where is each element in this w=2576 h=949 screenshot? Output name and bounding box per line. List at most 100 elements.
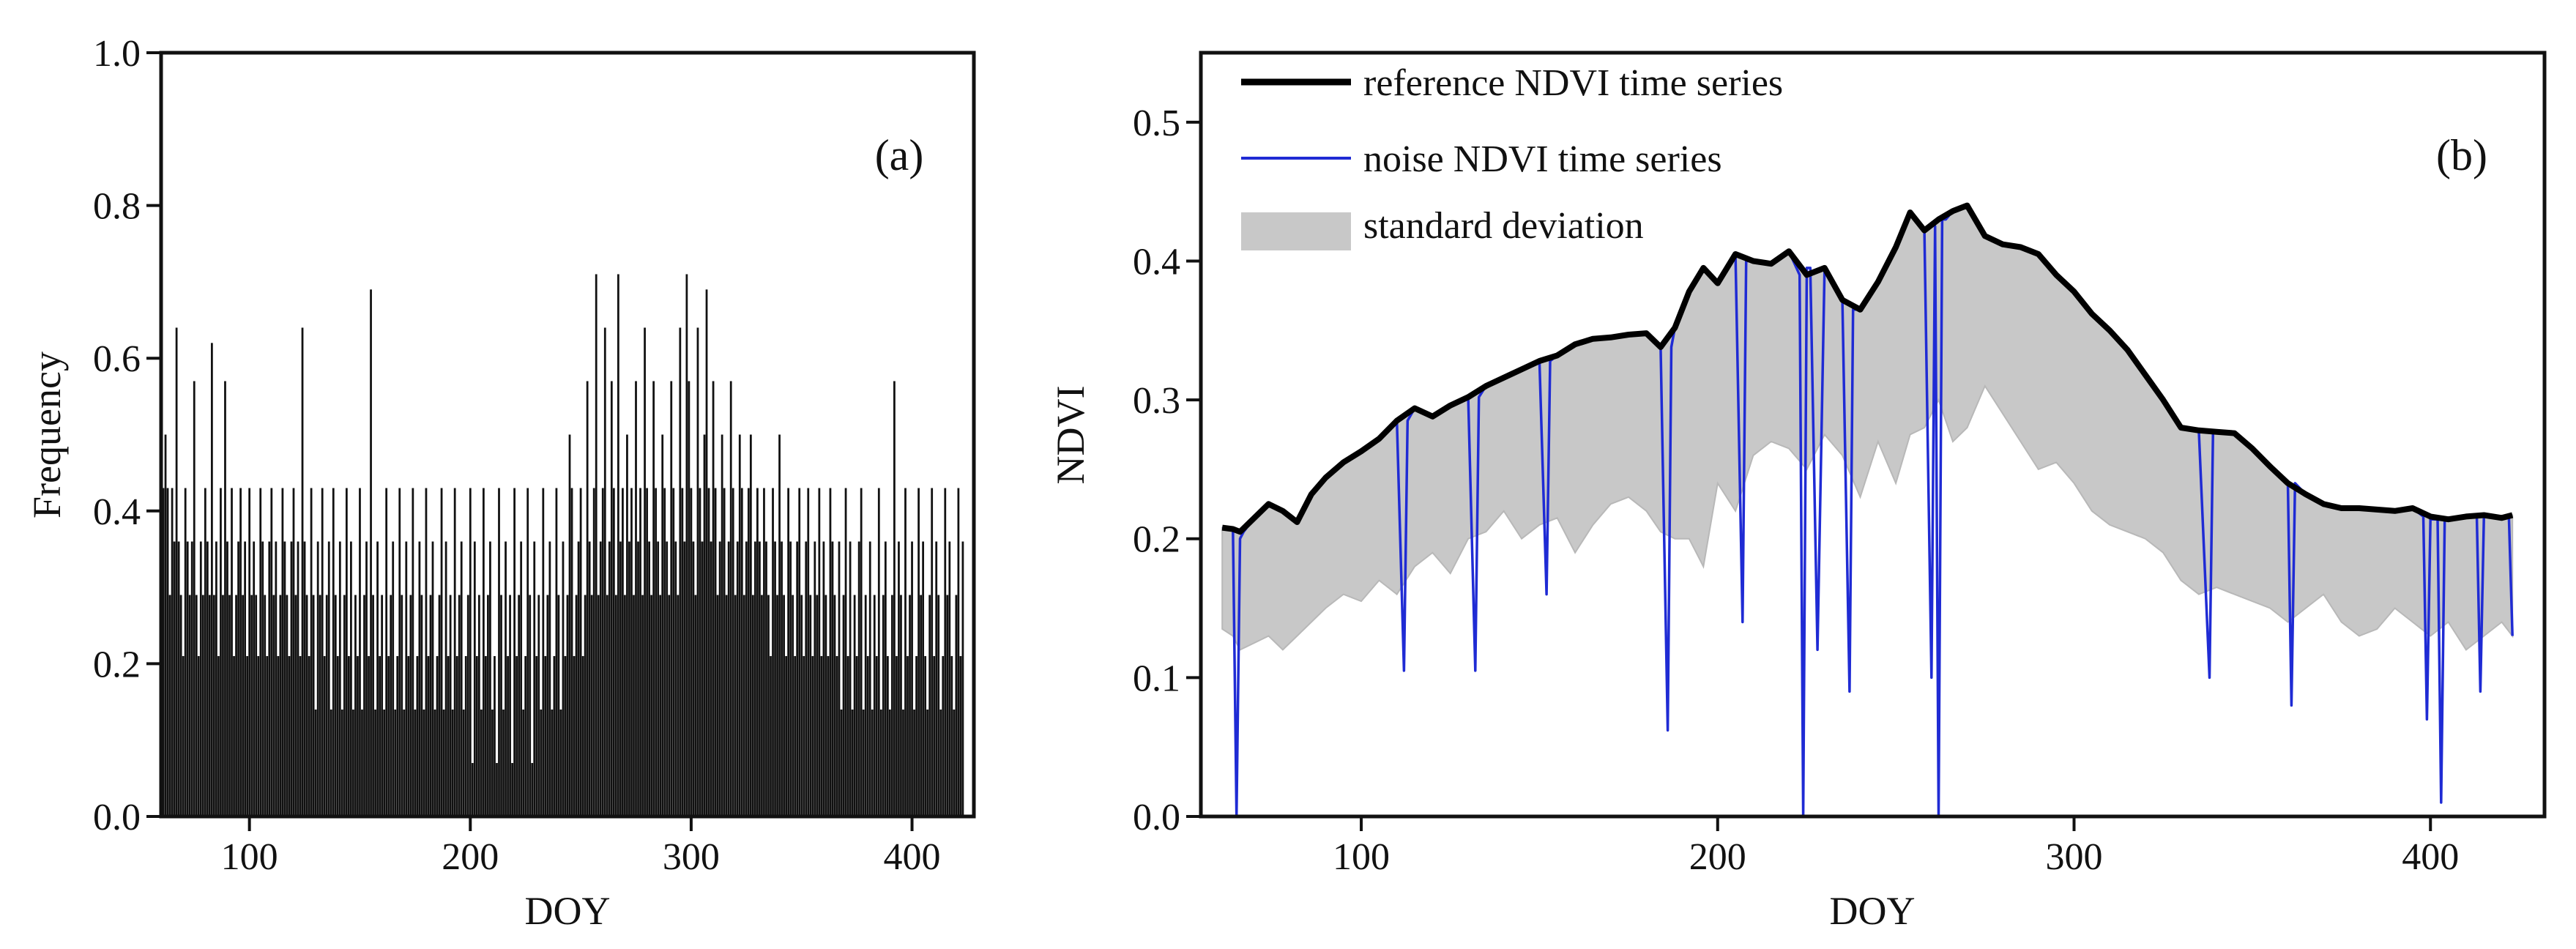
- frequency-bar: [694, 595, 697, 816]
- frequency-bar: [343, 595, 346, 816]
- frequency-bar: [235, 595, 237, 816]
- frequency-bar: [555, 488, 558, 816]
- frequency-bar: [509, 595, 511, 816]
- frequency-bar: [166, 488, 169, 816]
- frequency-bar: [692, 541, 695, 816]
- frequency-bar: [655, 488, 658, 816]
- frequency-bar: [816, 595, 819, 816]
- frequency-bar: [442, 709, 445, 816]
- frequency-bar: [199, 541, 202, 816]
- frequency-bar: [573, 655, 576, 816]
- frequency-bar: [226, 541, 228, 816]
- frequency-bar: [436, 655, 439, 816]
- frequency-bar: [268, 541, 271, 816]
- frequency-bar: [661, 434, 664, 816]
- frequency-bar: [592, 488, 595, 816]
- frequency-bar: [566, 595, 569, 816]
- frequency-bar: [520, 541, 523, 816]
- frequency-bar: [718, 541, 721, 816]
- frequency-bar: [893, 381, 896, 816]
- frequency-bar: [745, 541, 748, 816]
- panel-a-y-tick-label: 0.0: [93, 797, 141, 838]
- frequency-bar: [215, 541, 217, 816]
- frequency-bar: [350, 541, 352, 816]
- panel-a-bar-chart: 0.0 0.2 0.4 0.6 0.8 1.0 100 200 300 400 DOY Freq…: [25, 33, 976, 933]
- frequency-bar: [948, 541, 951, 816]
- frequency-bar: [171, 488, 174, 816]
- frequency-bar: [707, 488, 710, 816]
- frequency-bar: [286, 595, 289, 816]
- frequency-bar: [323, 655, 326, 816]
- frequency-bar: [564, 655, 567, 816]
- frequency-bar: [674, 541, 677, 816]
- frequency-bar: [835, 655, 838, 816]
- frequency-bar: [853, 595, 856, 816]
- frequency-bar: [648, 541, 650, 816]
- frequency-bar: [917, 488, 920, 816]
- frequency-bar: [352, 709, 354, 816]
- frequency-bar: [438, 595, 441, 816]
- frequency-bar: [279, 595, 282, 816]
- panel-a-y-tick-label: 0.4: [93, 491, 141, 533]
- frequency-bar: [950, 655, 953, 816]
- frequency-bar: [884, 541, 887, 816]
- frequency-bar: [206, 541, 209, 816]
- frequency-bar: [524, 655, 527, 816]
- frequency-bar: [902, 709, 904, 816]
- panel-a-label: (a): [875, 131, 924, 179]
- frequency-bar: [473, 541, 476, 816]
- panel-b-y-tick-label: 0.0: [1133, 797, 1180, 838]
- frequency-bar: [740, 488, 743, 816]
- frequency-bar: [422, 709, 425, 816]
- panel-b-y-tick-label: 0.5: [1133, 103, 1180, 144]
- frequency-bar: [641, 595, 644, 816]
- frequency-bar: [255, 595, 258, 816]
- frequency-bar: [855, 655, 858, 816]
- frequency-bar: [652, 381, 655, 816]
- frequency-bar: [608, 541, 611, 816]
- frequency-bar: [765, 541, 767, 816]
- panel-b-x-tick-label: 400: [2402, 836, 2459, 878]
- frequency-bar: [297, 541, 299, 816]
- frequency-bar: [447, 655, 450, 816]
- frequency-bar: [347, 655, 350, 816]
- frequency-bar: [294, 595, 297, 816]
- frequency-bar: [803, 655, 805, 816]
- frequency-bar: [414, 709, 417, 816]
- frequency-bar: [228, 595, 231, 816]
- frequency-bar: [433, 709, 436, 816]
- frequency-bar: [871, 709, 874, 816]
- frequency-bar: [772, 488, 774, 816]
- frequency-bar: [732, 488, 734, 816]
- frequency-bar: [201, 595, 204, 816]
- panel-a-y-axis-label: Frequency: [25, 351, 69, 518]
- frequency-bar: [316, 541, 319, 816]
- frequency-bar: [546, 595, 549, 816]
- frequency-bar: [390, 595, 392, 816]
- frequency-bar: [239, 488, 242, 816]
- frequency-bar: [774, 541, 776, 816]
- frequency-bar: [619, 541, 622, 816]
- frequency-bar: [261, 541, 264, 816]
- frequency-bar: [392, 541, 395, 816]
- frequency-bar: [489, 541, 491, 816]
- frequency-bar: [586, 381, 589, 816]
- panel-a-x-tick-label: 100: [221, 836, 278, 878]
- frequency-bar: [179, 595, 182, 816]
- frequency-bar: [796, 541, 799, 816]
- frequency-bar: [635, 381, 637, 816]
- frequency-bar: [831, 541, 834, 816]
- frequency-bar: [257, 655, 260, 816]
- frequency-bar: [829, 488, 832, 816]
- frequency-bar: [900, 595, 902, 816]
- panel-b-y-tick-label: 0.4: [1133, 241, 1180, 283]
- frequency-bar: [363, 595, 365, 816]
- frequency-bar: [173, 541, 176, 816]
- frequency-bar: [186, 541, 189, 816]
- frequency-bar: [246, 655, 249, 816]
- frequency-bar: [568, 434, 571, 816]
- frequency-bar: [394, 709, 397, 816]
- panel-a-y-ticks: 0.0 0.2 0.4 0.6 0.8 1.0: [93, 33, 161, 838]
- frequency-bar: [763, 488, 765, 816]
- frequency-bar: [480, 709, 483, 816]
